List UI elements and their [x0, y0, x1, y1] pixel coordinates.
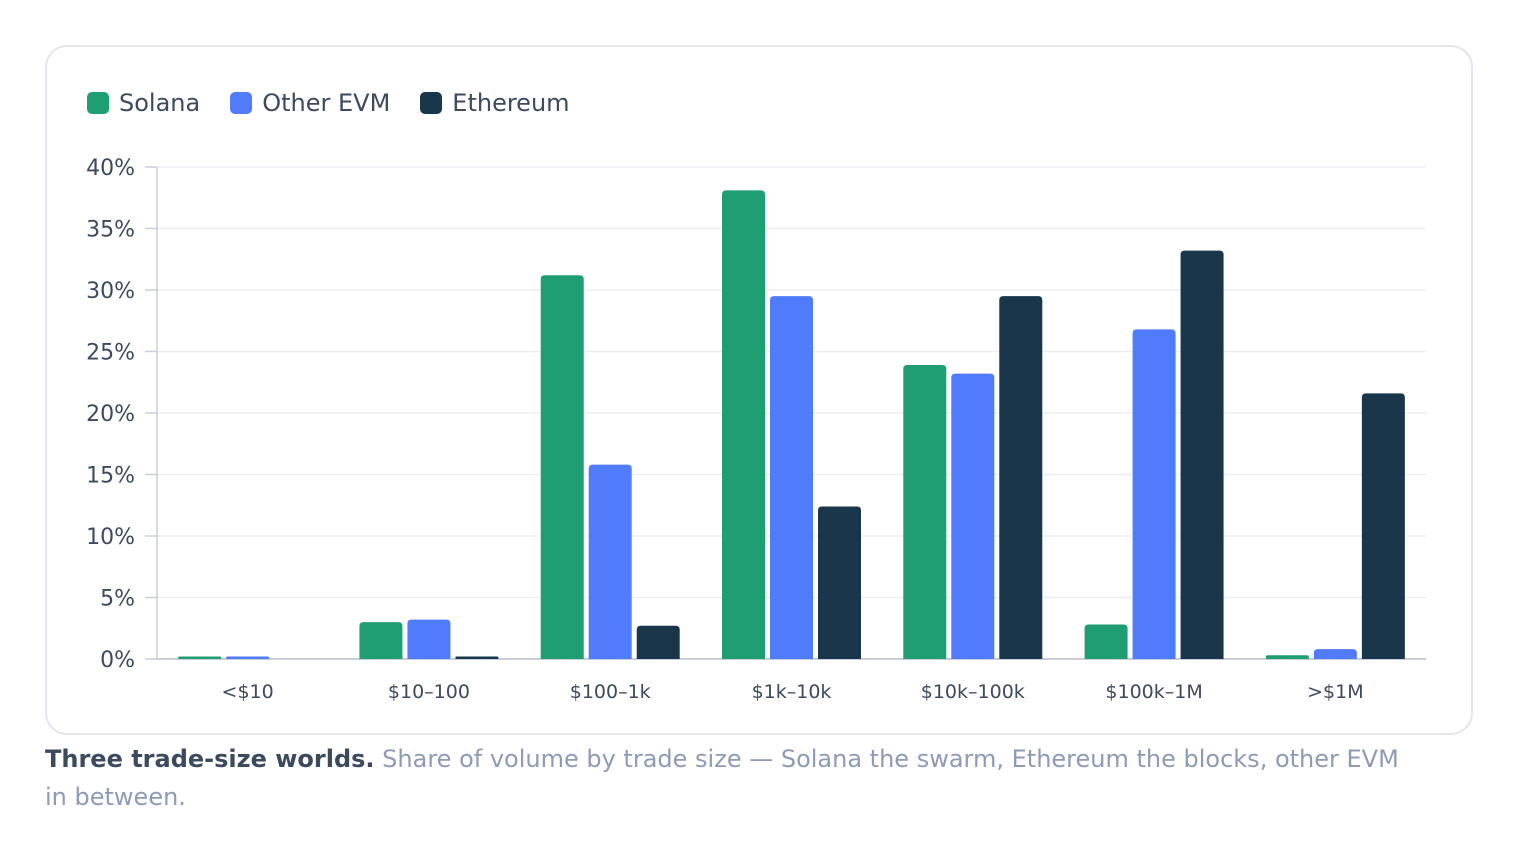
- x-tick-label: $1k–10k: [752, 681, 832, 703]
- bar-ethereum: [636, 625, 680, 659]
- caption-text: Share of volume by trade size — Solana t…: [45, 745, 1399, 811]
- y-tick-label: 20%: [86, 402, 135, 427]
- legend-swatch-other-evm: [230, 92, 253, 114]
- y-tick-label: 0%: [100, 648, 135, 673]
- legend-item-other-evm[interactable]: Other EVM: [230, 89, 390, 117]
- bar-other-evm: [226, 656, 270, 659]
- bar-solana: [722, 190, 765, 659]
- bar-chart: 0% 5% 10% 15% 20% 25% 30% 35% 40% <$10 $10–100 $100…: [86, 156, 1426, 703]
- y-tick-label: 10%: [86, 525, 135, 550]
- y-tick-label: 40%: [86, 156, 135, 181]
- bar-ethereum: [999, 296, 1043, 659]
- chart-legend: Solana Other EVM Ethereum: [87, 89, 570, 117]
- y-tick-label: 15%: [86, 464, 135, 489]
- bar-other-evm: [1313, 649, 1357, 659]
- bar-ethereum: [1361, 393, 1405, 659]
- bar-ethereum: [818, 506, 861, 659]
- bar-ethereum: [455, 656, 499, 659]
- bar-solana: [903, 365, 947, 659]
- legend-item-solana[interactable]: Solana: [87, 89, 200, 117]
- bar-solana: [1265, 655, 1309, 659]
- x-tick-label: >$1M: [1307, 681, 1364, 703]
- bar-solana: [1084, 624, 1128, 659]
- bar-ethereum: [1180, 250, 1224, 659]
- figure-caption: Three trade-size worlds. Share of volume…: [45, 740, 1425, 816]
- bar-solana: [540, 275, 584, 659]
- legend-swatch-solana: [87, 92, 109, 114]
- legend-item-ethereum[interactable]: Ethereum: [420, 89, 570, 117]
- y-tick-label: 25%: [86, 341, 135, 366]
- bar-solana: [359, 622, 403, 659]
- x-tick-label: $100–1k: [570, 681, 651, 703]
- bar-other-evm: [951, 373, 995, 659]
- legend-label: Ethereum: [452, 89, 570, 117]
- bar-solana: [178, 656, 222, 659]
- bar-other-evm: [588, 464, 632, 659]
- legend-label: Other EVM: [262, 89, 391, 117]
- y-tick-label: 30%: [86, 279, 135, 304]
- legend-swatch-ethereum: [420, 92, 443, 114]
- x-tick-label: $100k–1M: [1105, 681, 1202, 703]
- bar-other-evm: [407, 619, 451, 659]
- bar-other-evm: [770, 296, 813, 659]
- x-tick-label: <$10: [222, 681, 274, 703]
- bar-other-evm: [1132, 329, 1176, 659]
- y-tick-label: 5%: [100, 587, 135, 612]
- legend-label: Solana: [119, 89, 201, 117]
- x-tick-label: $10–100: [388, 681, 470, 703]
- x-tick-label: $10k–100k: [921, 681, 1025, 703]
- y-tick-label: 35%: [86, 218, 135, 243]
- caption-lead: Three trade-size worlds.: [45, 745, 375, 773]
